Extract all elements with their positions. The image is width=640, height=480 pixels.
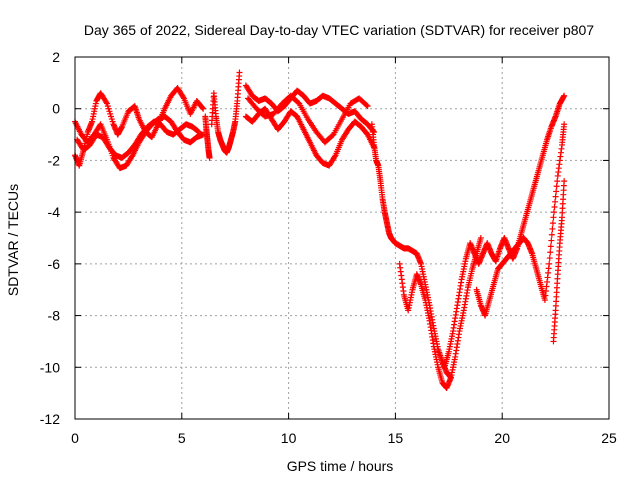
x-tick-label: 15 bbox=[388, 430, 404, 446]
y-tick-label: -6 bbox=[48, 256, 61, 272]
data-point bbox=[549, 220, 556, 227]
data-point bbox=[551, 203, 558, 210]
data-point bbox=[546, 255, 553, 262]
series-track-d bbox=[208, 69, 243, 156]
data-point bbox=[547, 249, 554, 256]
plot-frame bbox=[74, 56, 610, 420]
data-point bbox=[195, 128, 202, 135]
data-points bbox=[72, 69, 568, 391]
data-point bbox=[554, 178, 561, 185]
data-point bbox=[553, 183, 560, 190]
y-axis-label: SDTVAR / TECUs bbox=[5, 184, 21, 296]
x-axis-label: GPS time / hours bbox=[287, 458, 394, 474]
data-point bbox=[553, 188, 560, 195]
series-track-h bbox=[245, 92, 371, 146]
data-point bbox=[550, 209, 557, 216]
x-tick-label: 10 bbox=[281, 430, 297, 446]
data-point bbox=[550, 214, 557, 221]
data-point bbox=[206, 154, 213, 161]
data-point bbox=[548, 237, 555, 244]
series-track-c bbox=[74, 118, 202, 161]
data-point bbox=[546, 260, 553, 267]
data-point bbox=[195, 128, 202, 135]
data-point bbox=[331, 153, 338, 160]
data-point bbox=[552, 198, 559, 205]
y-tick-label: -4 bbox=[48, 204, 61, 220]
y-tick-label: 0 bbox=[52, 101, 60, 117]
x-tick-label: 5 bbox=[178, 430, 186, 446]
series-track-l bbox=[473, 121, 568, 319]
x-tick-label: 20 bbox=[494, 430, 510, 446]
data-point bbox=[363, 102, 370, 109]
data-point bbox=[561, 92, 568, 99]
series-track-m bbox=[550, 178, 568, 345]
data-point bbox=[561, 178, 568, 185]
series-track-e bbox=[202, 113, 213, 161]
data-point bbox=[549, 225, 556, 232]
y-tick-label: -10 bbox=[40, 359, 60, 375]
y-tick-label: -2 bbox=[48, 152, 61, 168]
data-point bbox=[180, 94, 187, 101]
x-tick-label: 0 bbox=[71, 430, 79, 446]
data-point bbox=[364, 103, 371, 110]
data-point bbox=[477, 235, 484, 241]
y-tick-label: -12 bbox=[40, 411, 60, 427]
series-track-g bbox=[242, 105, 378, 169]
data-point bbox=[561, 121, 568, 128]
data-point bbox=[103, 99, 110, 106]
data-point bbox=[547, 243, 554, 250]
data-point bbox=[199, 104, 206, 111]
y-tick-label: -8 bbox=[48, 308, 61, 324]
chart-title: Day 365 of 2022, Sidereal Day-to-day VTE… bbox=[84, 22, 594, 38]
y-tick-label: 2 bbox=[52, 49, 60, 65]
x-tick-label: 25 bbox=[601, 430, 617, 446]
data-point bbox=[552, 193, 559, 200]
data-point bbox=[200, 105, 207, 112]
series-track-k bbox=[441, 92, 568, 371]
data-point bbox=[548, 231, 555, 238]
data-point bbox=[236, 69, 243, 76]
